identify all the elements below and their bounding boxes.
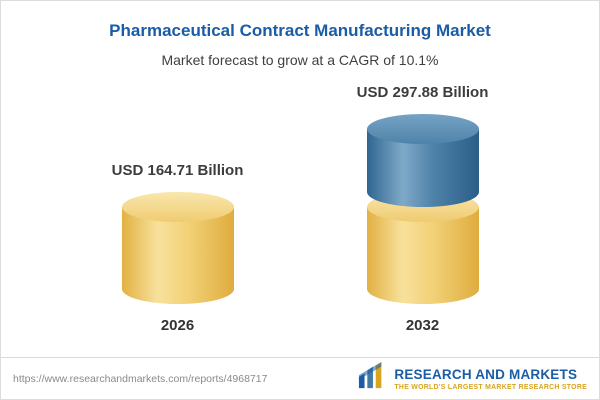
bar-group-2026: USD 164.71 Billion 2026 (83, 162, 273, 334)
cylinder-body-gold (121, 207, 234, 304)
value-label-2032: USD 297.88 Billion (356, 84, 489, 101)
report-url-link[interactable]: https://www.researchandmarkets.com/repor… (13, 372, 268, 385)
logo-tagline: THE WORLD'S LARGEST MARKET RESEARCH STOR… (394, 383, 587, 391)
cylinder-segment-gold (366, 207, 479, 304)
bar-chart: USD 164.71 Billion 2026 USD 297.88 Billi… (1, 84, 599, 334)
cylinder-top-ellipse-blue (366, 114, 479, 144)
chart-subtitle: Market forecast to grow at a CAGR of 10.… (161, 52, 439, 68)
logo-text: RESEARCH AND MARKETS THE WORLD'S LARGEST… (394, 367, 587, 391)
cylinder-top-ellipse-gold (121, 192, 234, 223)
logo-name: RESEARCH AND MARKETS (394, 366, 578, 382)
year-label-2026: 2026 (160, 317, 195, 334)
footer-bar: https://www.researchandmarkets.com/repor… (1, 357, 599, 399)
bar-group-2032: USD 297.88 Billion 2032 (328, 84, 518, 334)
value-label-2026: USD 164.71 Billion (111, 162, 244, 180)
logo-icon (357, 362, 387, 395)
research-and-markets-logo[interactable]: RESEARCH AND MARKETS THE WORLD'S LARGEST… (357, 362, 587, 395)
cylinder-bar-2032 (366, 114, 479, 304)
cylinder-bar-2026 (121, 192, 234, 304)
year-label-2032: 2032 (405, 317, 440, 334)
chart-header: Pharmaceutical Contract Manufacturing Ma… (1, 1, 599, 68)
chart-title: Pharmaceutical Contract Manufacturing Ma… (109, 21, 491, 40)
